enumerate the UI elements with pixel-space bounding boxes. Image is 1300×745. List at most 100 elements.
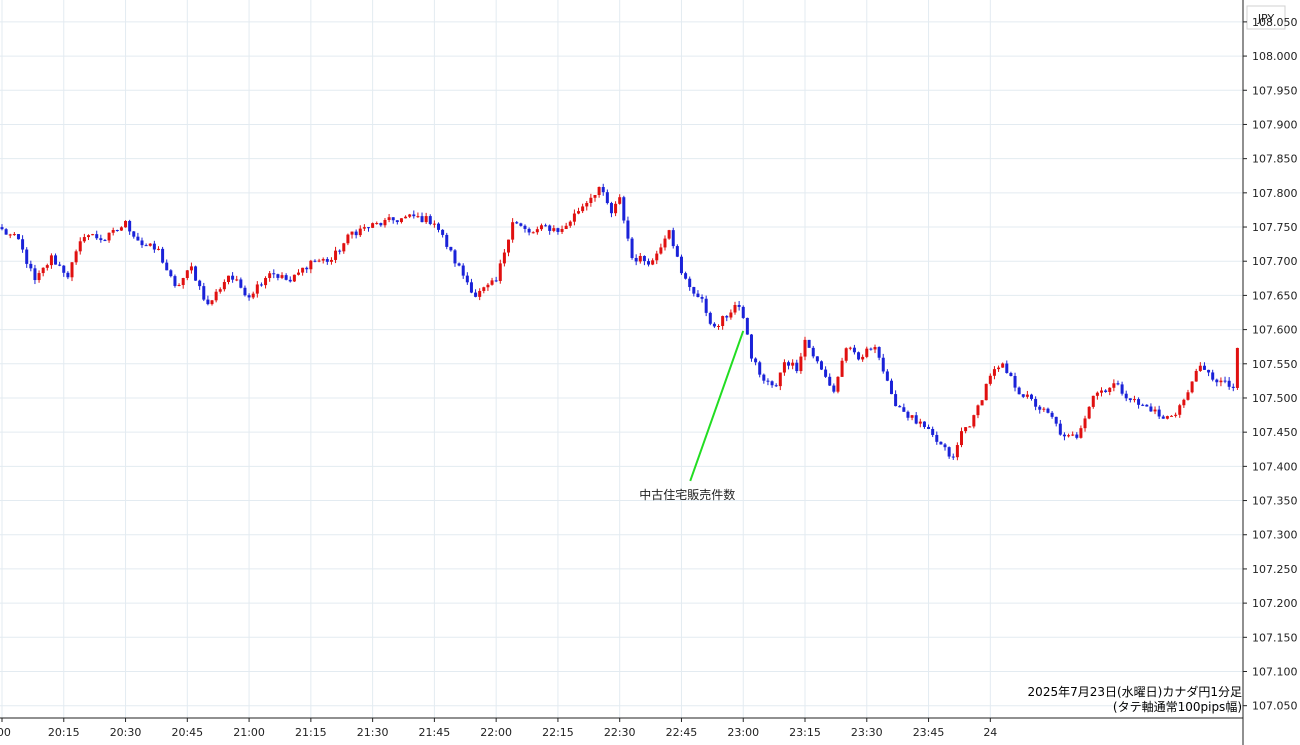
candle-body	[889, 380, 893, 395]
candle-body	[445, 234, 449, 247]
candle-body	[1091, 395, 1095, 407]
candle-body	[78, 241, 82, 252]
candle-body	[778, 372, 782, 387]
candle-body	[918, 421, 922, 424]
candle-body	[618, 197, 622, 204]
grid-lines	[0, 0, 1243, 718]
candle-body	[1083, 418, 1087, 429]
candle-body	[226, 275, 230, 283]
candle-body	[74, 251, 78, 263]
candle-body	[1079, 428, 1083, 438]
candle-body	[502, 252, 506, 264]
candle-body	[968, 426, 972, 428]
candle-body	[1124, 393, 1128, 399]
candle-body	[931, 428, 935, 435]
x-tick-label: 22:15	[542, 726, 574, 739]
candle-body	[49, 255, 53, 266]
candle-body	[1128, 398, 1132, 401]
candle-body	[103, 240, 107, 242]
candle-body	[404, 216, 408, 219]
x-tick-label: 21:15	[295, 726, 327, 739]
candle-body	[1058, 423, 1062, 435]
candle-body	[1050, 412, 1054, 417]
candle-body	[1120, 384, 1124, 394]
candle-body	[840, 360, 844, 377]
candle-body	[885, 371, 889, 381]
candle-body	[185, 270, 189, 279]
candle-body	[1100, 390, 1104, 393]
candle-body	[461, 265, 465, 276]
annotation-leader-line	[689, 330, 745, 482]
candle-body	[1153, 409, 1157, 412]
candle-body	[432, 223, 436, 225]
candle-body	[136, 236, 140, 241]
candle-body	[787, 362, 791, 366]
candle-body	[1223, 380, 1227, 382]
candle-body	[58, 264, 62, 266]
candle-body	[515, 222, 519, 224]
candle-body	[239, 279, 243, 288]
candle-body	[1141, 404, 1145, 406]
candle-body	[214, 291, 218, 301]
candle-body	[659, 247, 663, 254]
candle-body	[857, 352, 861, 360]
candle-body	[288, 279, 292, 282]
candle-body	[416, 216, 420, 218]
y-tick-label: 107.050	[1252, 700, 1298, 713]
candle-body	[762, 374, 766, 381]
candle-body	[741, 306, 745, 318]
x-tick-label: 22:45	[666, 726, 698, 739]
candle-body	[181, 278, 185, 286]
candle-body	[1034, 398, 1038, 407]
candle-body	[688, 278, 692, 288]
candle-body	[325, 259, 329, 262]
y-tick-label: 107.200	[1252, 597, 1298, 610]
candle-body	[1071, 434, 1075, 436]
candle-body	[235, 279, 239, 281]
x-tick-label: 23:30	[851, 726, 883, 739]
candle-body	[1038, 406, 1042, 410]
candle-body	[482, 287, 486, 291]
candle-body	[766, 380, 770, 382]
candle-body	[836, 376, 840, 392]
candle-body	[387, 217, 391, 220]
x-tick-label: 24	[983, 726, 997, 739]
candle-body	[494, 280, 498, 282]
candle-body	[408, 214, 412, 217]
x-tick-label: :00	[0, 726, 11, 739]
y-tick-label: 107.350	[1252, 495, 1298, 508]
candle-body	[194, 266, 198, 281]
y-tick-label: 107.850	[1252, 153, 1298, 166]
candle-body	[729, 312, 733, 318]
candle-body	[358, 228, 362, 236]
candle-body	[82, 237, 86, 242]
candle-body	[255, 284, 259, 294]
candle-body	[824, 369, 828, 377]
candle-body	[774, 385, 778, 387]
candle-body	[675, 246, 679, 257]
candle-body	[1116, 383, 1120, 385]
candle-body	[1112, 383, 1116, 388]
candle-body	[1062, 434, 1066, 437]
candle-body	[1030, 394, 1033, 399]
candle-body	[292, 274, 296, 282]
candle-body	[338, 250, 342, 252]
candle-body	[552, 228, 556, 231]
candle-body	[803, 339, 807, 357]
candle-body	[251, 293, 255, 298]
candle-body	[0, 227, 4, 230]
y-axis-ticks: 108.050 108.000 107.950 107.900 107.850 107.8…	[1243, 16, 1298, 713]
candle-body	[531, 232, 535, 234]
candle-body	[99, 238, 103, 241]
candle-body	[700, 297, 704, 299]
candle-body	[976, 405, 980, 416]
candle-body	[1042, 408, 1046, 410]
candle-body	[935, 434, 939, 442]
candle-body	[399, 218, 403, 223]
candle-body	[667, 230, 671, 239]
candle-body	[144, 245, 148, 247]
y-tick-label: 107.400	[1252, 460, 1298, 473]
candle-body	[21, 239, 25, 250]
candle-body	[95, 234, 99, 239]
